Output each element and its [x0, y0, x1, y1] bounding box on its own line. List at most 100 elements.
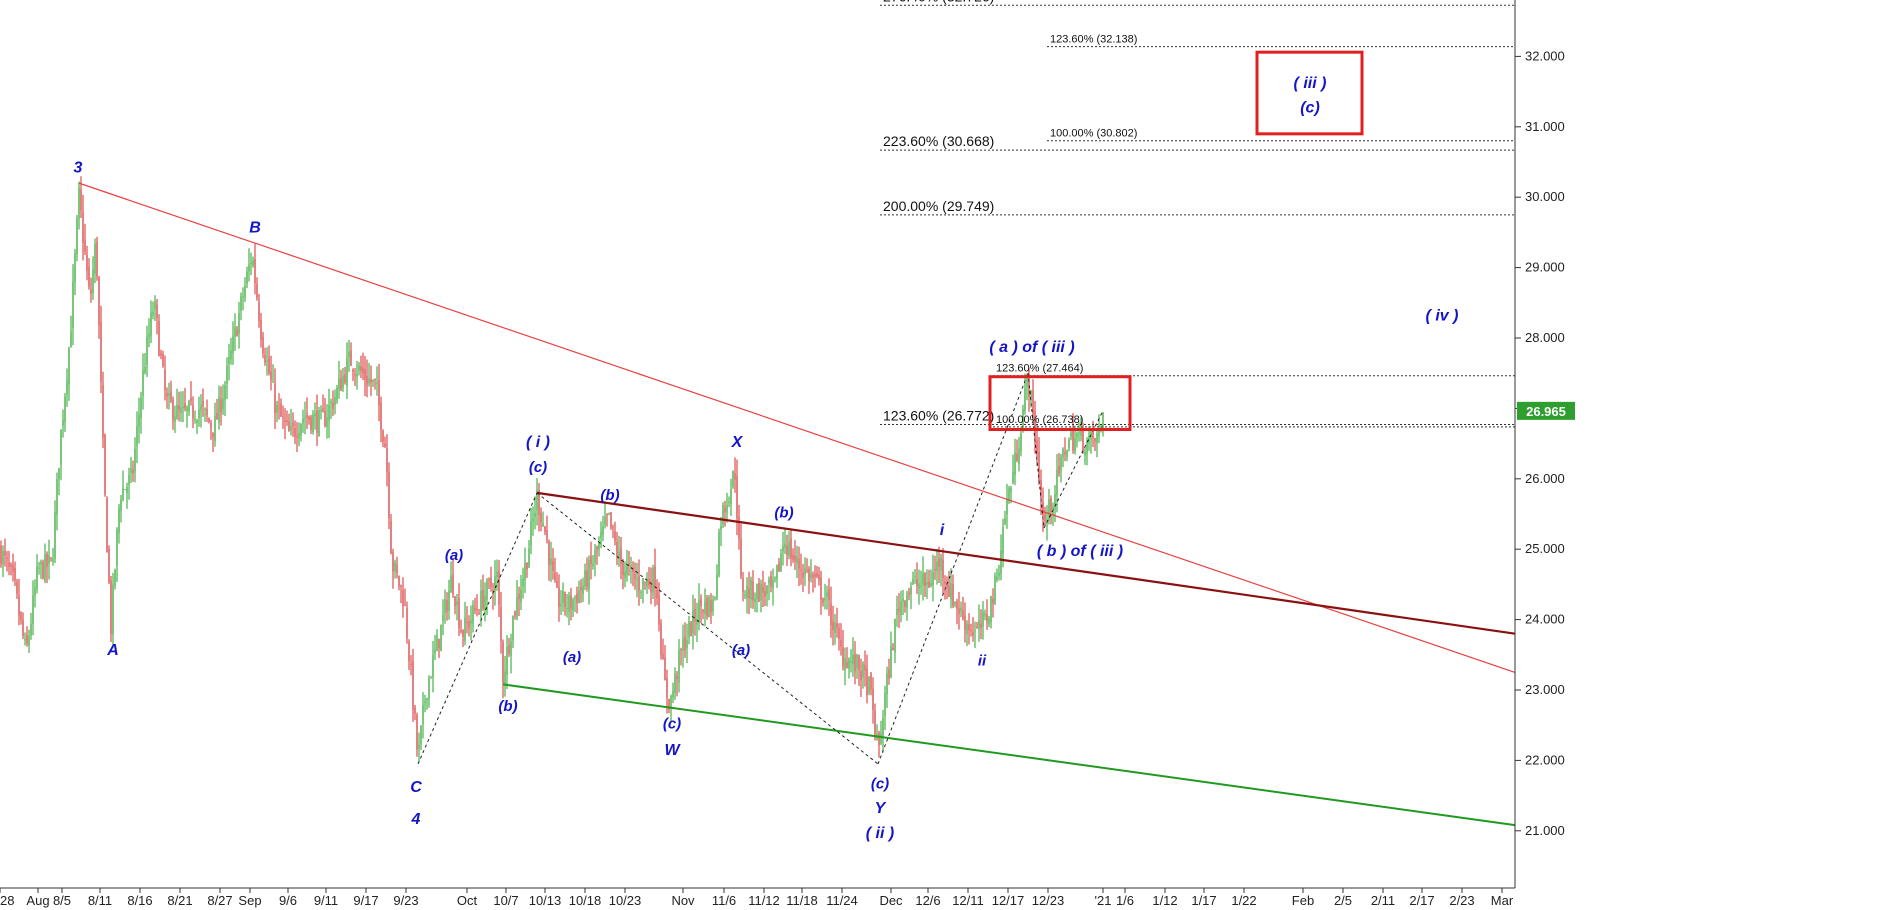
candle-body [150, 312, 152, 336]
candle-body [136, 426, 138, 446]
wave-label: (b) [774, 505, 793, 522]
candle-body [1092, 430, 1094, 439]
candle-body [142, 370, 144, 396]
candle-body [270, 371, 272, 381]
candle-body [44, 554, 46, 581]
candle-body [332, 402, 334, 409]
candle-body [190, 397, 192, 401]
candle-body [736, 476, 738, 519]
candle-body [672, 691, 674, 698]
candle-body [1028, 378, 1030, 397]
candle-body [378, 380, 380, 406]
candle-body [686, 640, 688, 649]
candle-body [362, 367, 364, 373]
candle-body [12, 564, 14, 572]
candle-body [194, 418, 196, 420]
candle-body [20, 612, 22, 620]
candle-body [944, 581, 946, 584]
candle-body [28, 636, 30, 646]
candle-body [222, 398, 224, 410]
candle-body [36, 566, 38, 590]
candle-body [872, 688, 874, 711]
candle-body [70, 331, 72, 348]
x-tick-label: 8/27 [207, 893, 232, 908]
candle-body [652, 568, 654, 593]
candle-body [1024, 388, 1026, 412]
candle-body [954, 601, 956, 605]
candle-body [258, 302, 260, 322]
candle-body [428, 678, 430, 699]
candle-body [1010, 487, 1012, 492]
candle-body [206, 409, 208, 416]
candle-body [388, 472, 390, 518]
candle-body [522, 578, 524, 587]
candle-body [738, 516, 740, 539]
candle-body [496, 571, 498, 578]
candle-body [262, 336, 264, 353]
wave-dashed-line [536, 492, 879, 765]
candle-body [342, 375, 344, 389]
candle-body [124, 489, 126, 491]
candle-body [654, 566, 656, 589]
candle-body [858, 654, 860, 671]
candle-body [390, 521, 392, 554]
wave-dashed-line [417, 492, 538, 765]
candle-body [2, 551, 4, 564]
candle-body [52, 558, 54, 562]
current-price-label: 26.965 [1526, 404, 1566, 419]
candle-body [152, 311, 154, 316]
candle-body [594, 550, 596, 563]
fib-level-label: 123.60% (32.138) [1050, 34, 1137, 46]
candle-body [742, 578, 744, 593]
candle-body [682, 638, 684, 652]
candle-body [724, 507, 726, 512]
candle-body [806, 569, 808, 571]
candle-body [666, 678, 668, 698]
candle-body [462, 630, 464, 638]
candle-body [1038, 451, 1040, 483]
candle-body [122, 487, 124, 500]
candle-body [472, 605, 474, 624]
target-box [1255, 50, 1364, 136]
candle-body [636, 578, 638, 581]
candle-body [22, 619, 24, 636]
wave-label: ii [978, 652, 987, 669]
candle-body [784, 543, 786, 548]
candle-body [930, 583, 932, 586]
candle-body [904, 601, 906, 608]
candle-body [1070, 432, 1072, 437]
candle-body [708, 597, 710, 618]
candle-body [942, 559, 944, 578]
candle-body [932, 572, 934, 586]
candle-body [630, 565, 632, 569]
candle-body [948, 585, 950, 597]
candle-body [842, 646, 844, 667]
candle-body [790, 538, 792, 559]
candle-body [706, 598, 708, 617]
candle-body [592, 563, 594, 567]
candle-body [344, 374, 346, 383]
x-tick-label: 12/17 [992, 893, 1025, 908]
candle-body [902, 598, 904, 602]
candle-body [102, 385, 104, 438]
x-tick-label: 8/5 [53, 893, 71, 908]
candle-body [14, 568, 16, 581]
candle-body [132, 469, 134, 474]
candle-body [254, 259, 256, 283]
candle-body [446, 600, 448, 612]
candle-body [284, 420, 286, 423]
green-trendline [502, 683, 1516, 827]
candle-body [720, 526, 722, 530]
candle-body [912, 579, 914, 585]
candle-body [740, 538, 742, 577]
target-boxes-layer [988, 50, 1364, 432]
candle-body [696, 619, 698, 625]
candle-body [392, 552, 394, 572]
candle-body [1030, 390, 1032, 401]
candle-body [834, 622, 836, 634]
candle-body [56, 479, 58, 515]
candle-body [180, 407, 182, 414]
y-tick-label: 21.000 [1525, 823, 1565, 838]
candle-body [1086, 442, 1088, 454]
candle-body [766, 586, 768, 595]
